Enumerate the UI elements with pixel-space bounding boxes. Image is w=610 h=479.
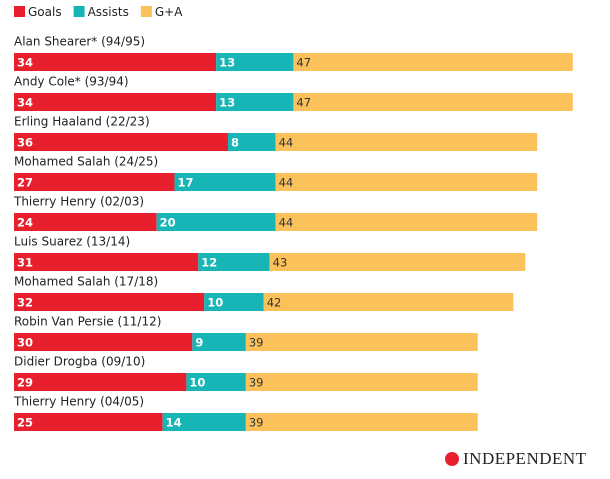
data-label: 36 — [17, 136, 33, 150]
category-label: Luis Suarez (13/14) — [14, 235, 130, 249]
legend-swatch — [73, 6, 85, 17]
data-label: 14 — [166, 416, 182, 430]
data-label: 44 — [279, 176, 294, 190]
bar-segment — [275, 173, 538, 191]
logo-icon — [445, 452, 459, 466]
data-label: 12 — [201, 256, 217, 270]
data-label: 13 — [219, 56, 235, 70]
data-label: 43 — [273, 256, 288, 270]
data-label: 31 — [17, 256, 33, 270]
category-label: Mohamed Salah (17/18) — [14, 275, 158, 289]
category-label: Erling Haaland (22/23) — [14, 115, 150, 129]
data-label: 20 — [160, 216, 176, 230]
bar-segment — [216, 93, 294, 111]
logo-text: INDEPENDENT — [463, 449, 587, 468]
bar-segment — [14, 213, 157, 231]
legend-swatch — [14, 6, 25, 17]
bar-segment — [216, 53, 294, 71]
data-label: 29 — [17, 376, 33, 390]
data-label: 34 — [17, 96, 33, 110]
bar-segment — [14, 413, 163, 431]
legend-label: Assists — [88, 5, 129, 19]
bar-segment — [293, 93, 573, 111]
category-label: Mohamed Salah (24/25) — [14, 155, 158, 169]
bar-segment — [293, 53, 573, 71]
data-label: 10 — [207, 296, 223, 310]
bar-segment — [269, 253, 526, 271]
category-label: Alan Shearer* (94/95) — [14, 35, 145, 49]
data-label: 8 — [231, 136, 239, 150]
data-label: 9 — [195, 336, 203, 350]
category-label: Andy Cole* (93/94) — [14, 75, 129, 89]
data-label: 10 — [189, 376, 205, 390]
data-label: 39 — [249, 416, 264, 430]
data-label: 47 — [296, 96, 311, 110]
bar-segment — [174, 173, 276, 191]
category-label: Thierry Henry (04/05) — [13, 395, 144, 409]
bar-segment — [245, 413, 478, 431]
bar-segment — [204, 293, 264, 311]
category-label: Robin Van Persie (11/12) — [14, 315, 161, 329]
category-label: Didier Drogba (09/10) — [14, 355, 145, 369]
bar-segment — [245, 373, 478, 391]
bar-segment — [162, 413, 246, 431]
bar-segment — [14, 253, 199, 271]
bar-segment — [275, 213, 538, 231]
legend-swatch — [140, 6, 152, 17]
data-label: 44 — [279, 216, 294, 230]
data-label: 17 — [178, 176, 194, 190]
bar-segment — [14, 173, 175, 191]
bar-segment — [198, 253, 270, 271]
data-label: 34 — [17, 56, 33, 70]
bar-segment — [14, 133, 229, 151]
logo: INDEPENDENT — [445, 449, 587, 468]
bar-segment — [186, 373, 246, 391]
data-label: 24 — [17, 216, 33, 230]
bar-segment — [14, 93, 217, 111]
bar-segment — [275, 133, 538, 151]
category-label: Thierry Henry (02/03) — [13, 195, 144, 209]
legend-label: Goals — [28, 5, 62, 19]
data-label: 13 — [219, 96, 235, 110]
data-label: 32 — [17, 296, 33, 310]
data-label: 30 — [17, 336, 33, 350]
bar-segment — [14, 373, 187, 391]
data-label: 42 — [267, 296, 282, 310]
bar-segment — [156, 213, 276, 231]
bar-segment — [263, 293, 514, 311]
bar-segment — [192, 333, 246, 351]
data-label: 27 — [17, 176, 33, 190]
data-label: 44 — [279, 136, 294, 150]
data-label: 25 — [17, 416, 33, 430]
bar-segment — [14, 333, 193, 351]
bar-segment — [14, 53, 217, 71]
bar-segment — [14, 293, 205, 311]
data-label: 39 — [249, 336, 264, 350]
data-label: 39 — [249, 376, 264, 390]
legend-label: G+A — [155, 5, 183, 19]
bar-segment — [228, 133, 276, 151]
data-label: 47 — [296, 56, 311, 70]
bar-segment — [245, 333, 478, 351]
